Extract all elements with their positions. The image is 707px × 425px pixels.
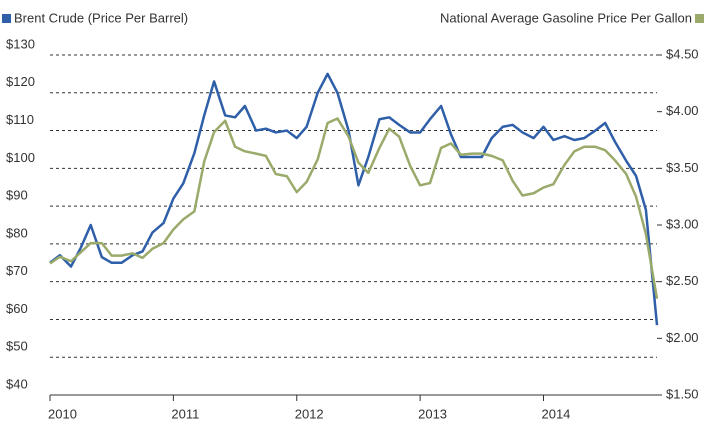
y-tick-label: $90 [6, 188, 28, 203]
y-tick-label: $100 [6, 150, 35, 165]
y-tick-label: $110 [6, 112, 34, 127]
x-tick-label: 2013 [418, 406, 447, 421]
y2-tick-label: $3.50 [666, 160, 699, 175]
y-tick-label: $60 [6, 301, 28, 316]
legend-label: Brent Crude (Price Per Barrel) [14, 10, 188, 25]
y2-tick-label: $1.50 [666, 386, 699, 401]
x-tick-label: 2011 [171, 406, 199, 421]
x-tick-label: 2012 [295, 406, 324, 421]
y-tick-label: $80 [6, 225, 28, 240]
legend-swatch [2, 14, 11, 23]
y-tick-label: $120 [6, 74, 35, 89]
y-tick-label: $50 [6, 339, 28, 354]
series-line [49, 117, 659, 299]
y2-tick-label: $2.50 [666, 273, 699, 288]
x-tick-label: 2014 [541, 406, 570, 421]
x-tick-label: 2010 [48, 406, 77, 421]
series-line [49, 72, 659, 326]
y2-tick-label: $3.00 [666, 216, 699, 231]
y2-tick-label: $4.50 [666, 46, 699, 61]
y-tick-label: $40 [6, 376, 28, 391]
legend-label: National Average Gasoline Price Per Gall… [440, 10, 692, 25]
y2-tick-label: $2.00 [666, 330, 699, 345]
y-tick-label: $130 [6, 36, 35, 51]
y2-tick-label: $4.00 [666, 103, 699, 118]
legend-swatch [695, 14, 704, 23]
y-tick-label: $70 [6, 263, 28, 278]
